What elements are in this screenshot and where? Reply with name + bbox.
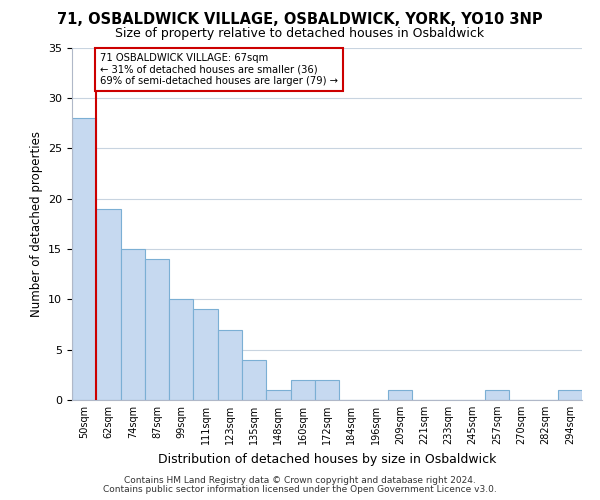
Bar [96, 208, 121, 400]
X-axis label: Distribution of detached houses by size in Osbaldwick: Distribution of detached houses by size … [158, 452, 496, 466]
Bar [145, 259, 169, 400]
Bar [193, 310, 218, 400]
Bar [121, 249, 145, 400]
Text: Contains HM Land Registry data © Crown copyright and database right 2024.: Contains HM Land Registry data © Crown c… [124, 476, 476, 485]
Text: Contains public sector information licensed under the Open Government Licence v3: Contains public sector information licen… [103, 485, 497, 494]
Text: 71, OSBALDWICK VILLAGE, OSBALDWICK, YORK, YO10 3NP: 71, OSBALDWICK VILLAGE, OSBALDWICK, YORK… [57, 12, 543, 28]
Bar [485, 390, 509, 400]
Text: Size of property relative to detached houses in Osbaldwick: Size of property relative to detached ho… [115, 28, 485, 40]
Y-axis label: Number of detached properties: Number of detached properties [29, 130, 43, 317]
Bar [72, 118, 96, 400]
Bar [218, 330, 242, 400]
Bar [242, 360, 266, 400]
Bar [388, 390, 412, 400]
Bar [266, 390, 290, 400]
Bar [315, 380, 339, 400]
Bar [169, 300, 193, 400]
Text: 71 OSBALDWICK VILLAGE: 67sqm
← 31% of detached houses are smaller (36)
69% of se: 71 OSBALDWICK VILLAGE: 67sqm ← 31% of de… [100, 52, 338, 86]
Bar [558, 390, 582, 400]
Bar [290, 380, 315, 400]
